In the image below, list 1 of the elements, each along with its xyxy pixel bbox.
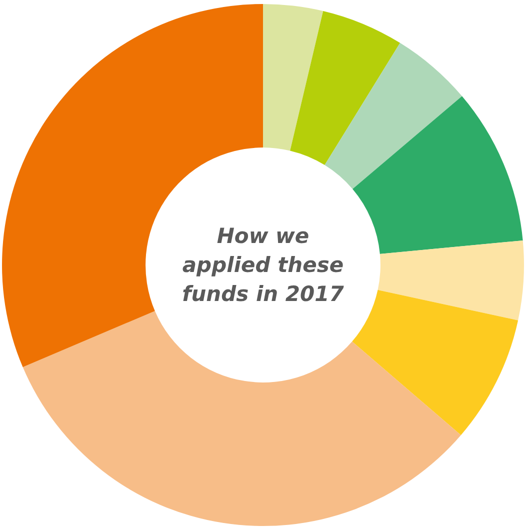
text: How we applied these funds in 2017 bbox=[181, 222, 345, 308]
